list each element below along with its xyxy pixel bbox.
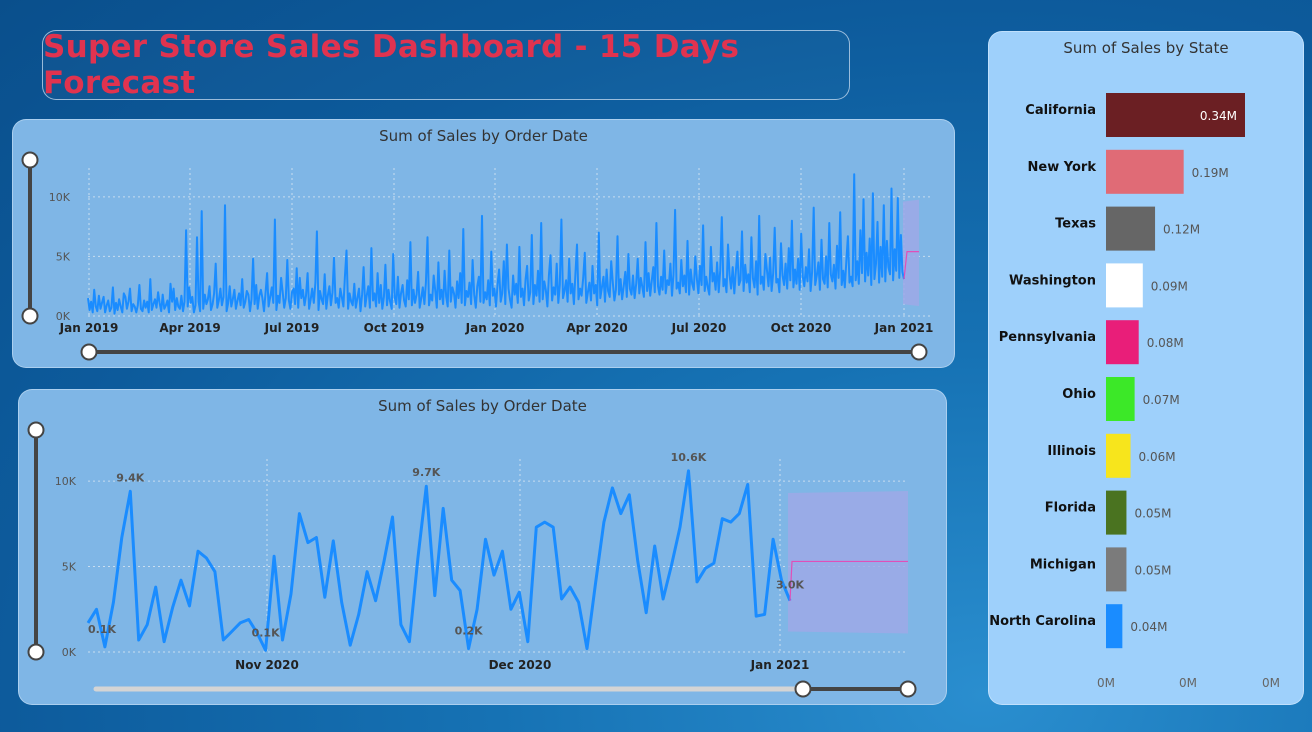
data-label: 0.1K bbox=[252, 626, 280, 639]
value-label: 0.34M bbox=[1200, 109, 1237, 123]
x-tick-label: 0M bbox=[1262, 676, 1280, 690]
y-slider-min-handle[interactable] bbox=[27, 643, 45, 661]
state-label: New York bbox=[1028, 160, 1097, 175]
state-bar[interactable] bbox=[1106, 604, 1123, 649]
y-slider-min-handle[interactable] bbox=[21, 307, 39, 325]
value-label: 0.09M bbox=[1151, 279, 1188, 293]
state-bar[interactable] bbox=[1106, 547, 1127, 592]
x-tick-label: Nov 2020 bbox=[235, 658, 299, 672]
state-label: California bbox=[1025, 103, 1096, 118]
value-label: 0.19M bbox=[1192, 166, 1229, 180]
y-tick-label: 10K bbox=[55, 475, 77, 488]
value-label: 0.05M bbox=[1134, 507, 1171, 521]
x-tick-label: 0M bbox=[1097, 676, 1115, 690]
state-bar[interactable] bbox=[1106, 377, 1135, 421]
data-label: 9.4K bbox=[116, 471, 144, 484]
state-bar[interactable] bbox=[1106, 490, 1127, 535]
x-slider-start-handle[interactable] bbox=[80, 343, 98, 361]
bottom-chart-title: Sum of Sales by Order Date bbox=[378, 397, 587, 415]
data-label: 10.6K bbox=[671, 451, 707, 464]
x-tick-label: Oct 2019 bbox=[364, 321, 425, 335]
value-label: 0.06M bbox=[1139, 450, 1176, 464]
state-label: Michigan bbox=[1030, 557, 1096, 572]
value-label: 0.07M bbox=[1143, 393, 1180, 407]
state-label: Texas bbox=[1055, 217, 1096, 232]
state-label: Ohio bbox=[1062, 387, 1096, 402]
x-tick-label: Dec 2020 bbox=[489, 658, 552, 672]
state-chart-title: Sum of Sales by State bbox=[1063, 39, 1229, 57]
top-line-chart-card: Sum of Sales by Order Date bbox=[12, 119, 955, 368]
x-tick-label: Jul 2019 bbox=[264, 321, 320, 335]
x-slider-end-handle[interactable] bbox=[910, 343, 928, 361]
value-label: 0.05M bbox=[1134, 563, 1171, 577]
data-label: 9.7K bbox=[412, 466, 440, 479]
forecast-band bbox=[903, 199, 919, 307]
x-tick-label: Jan 2019 bbox=[59, 321, 119, 335]
state-bar[interactable] bbox=[1106, 263, 1143, 308]
state-label: North Carolina bbox=[989, 614, 1096, 629]
x-tick-label: Jul 2020 bbox=[671, 321, 727, 335]
state-label: Washington bbox=[1009, 273, 1096, 288]
value-label: 0.04M bbox=[1130, 620, 1167, 634]
value-label: 0.08M bbox=[1147, 336, 1184, 350]
x-tick-label: Apr 2020 bbox=[566, 321, 627, 335]
state-bar[interactable] bbox=[1106, 433, 1131, 478]
bottom-line-chart: 0K 5K 10K Nov 2020 Dec 2020 Jan 2021 9.4K 0.1K 9… bbox=[27, 421, 917, 698]
forecast-line bbox=[789, 560, 908, 601]
x-slider-start-handle[interactable] bbox=[794, 680, 812, 698]
sales-line bbox=[86, 469, 792, 652]
x-tick-label: Jan 2020 bbox=[465, 321, 525, 335]
state-bar-chart-card: Sum of Sales by State bbox=[988, 31, 1304, 705]
y-slider-max-handle[interactable] bbox=[27, 421, 45, 439]
y-tick-label: 10K bbox=[49, 191, 71, 204]
state-bar-chart: California 0.34M New York 0.19M Texas 0.12M Wa… bbox=[989, 93, 1280, 690]
state-label: Pennsylvania bbox=[999, 330, 1096, 345]
top-line-chart: 0K 5K 10K Jan 2019 Apr 2019 Jul 2019 Oct 2019 J… bbox=[21, 151, 934, 361]
state-bar[interactable] bbox=[1106, 93, 1245, 137]
y-tick-label: 0K bbox=[62, 646, 77, 659]
y-tick-label: 5K bbox=[56, 250, 71, 263]
x-tick-label: Oct 2020 bbox=[771, 321, 832, 335]
x-tick-label: Jan 2021 bbox=[750, 658, 810, 672]
y-tick-label: 0K bbox=[56, 310, 71, 323]
x-tick-label: Jan 2021 bbox=[874, 321, 934, 335]
forecast-band bbox=[788, 491, 908, 634]
y-slider-max-handle[interactable] bbox=[21, 151, 39, 169]
state-bar[interactable] bbox=[1106, 206, 1156, 251]
state-label: Illinois bbox=[1047, 444, 1096, 459]
x-tick-label: Apr 2019 bbox=[159, 321, 220, 335]
state-bar[interactable] bbox=[1106, 320, 1139, 365]
data-label: 0.2K bbox=[455, 625, 483, 638]
x-tick-label: 0M bbox=[1179, 676, 1197, 690]
state-label: Florida bbox=[1045, 501, 1096, 516]
value-label: 0.12M bbox=[1163, 223, 1200, 237]
forecast-line bbox=[903, 251, 919, 280]
y-tick-label: 5K bbox=[62, 561, 77, 574]
sales-line bbox=[87, 173, 905, 315]
x-slider-end-handle[interactable] bbox=[899, 680, 917, 698]
top-chart-title: Sum of Sales by Order Date bbox=[379, 127, 588, 145]
dashboard-title-box: Super Store Sales Dashboard - 15 Days Fo… bbox=[42, 29, 850, 101]
data-label: 3.0K bbox=[776, 579, 804, 592]
data-label: 0.1K bbox=[88, 623, 116, 636]
dashboard-title: Super Store Sales Dashboard - 15 Days Fo… bbox=[43, 29, 740, 101]
state-bar[interactable] bbox=[1106, 149, 1184, 194]
